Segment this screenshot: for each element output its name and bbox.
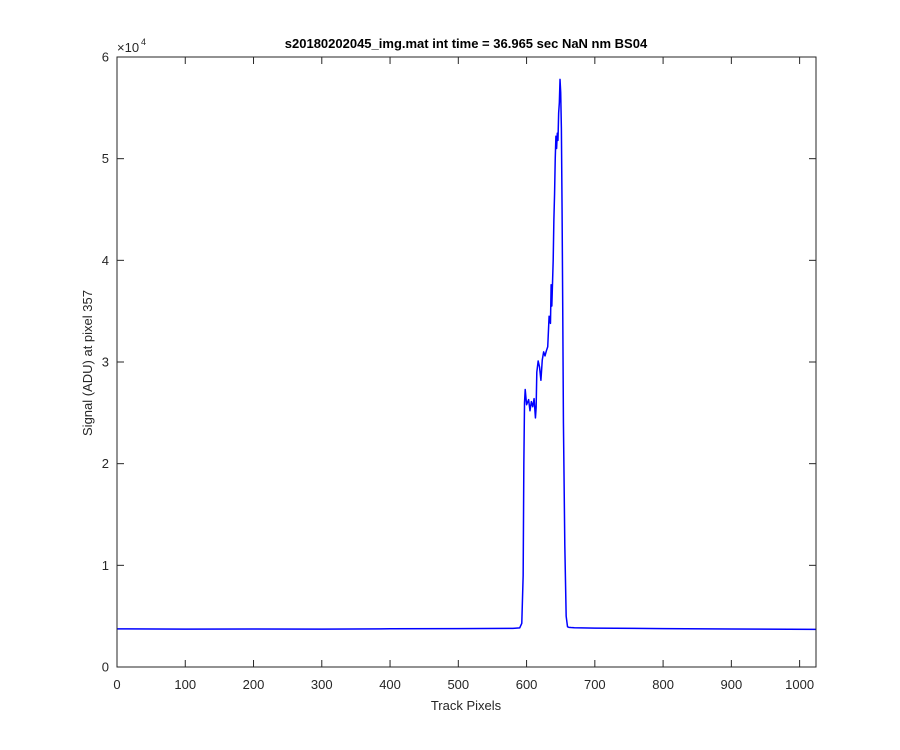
y-axis-exponent: ×10 4 [117,37,146,55]
series-line-0 [116,78,817,631]
x-tick-label: 1000 [785,677,814,692]
x-tick-label: 800 [652,677,674,692]
x-axis-label: Track Pixels [431,698,502,713]
y-axis-label: Signal (ADU) at pixel 357 [80,290,95,436]
y-tick-label: 2 [102,456,109,471]
y-tick-label: 5 [102,151,109,166]
x-tick-label: 300 [311,677,333,692]
x-tick-label: 200 [243,677,265,692]
x-tick-label: 600 [516,677,538,692]
y-tick-label: 1 [102,558,109,573]
y-axis-exponent-base: ×10 [117,40,139,55]
x-tick-label: 900 [721,677,743,692]
y-tick-label: 0 [102,660,109,675]
plot-area [116,78,817,631]
axes: 0 100 200 300 400 500 600 700 800 900 1000 0 1 2 3 4 5 6 [102,50,817,692]
y-axis-exponent-power: 4 [141,37,146,47]
x-tick-label: 400 [379,677,401,692]
y-tick-label: 4 [102,253,109,268]
chart-title: s20180202045_img.mat int time = 36.965 s… [285,36,648,51]
y-tick-label: 3 [102,355,109,370]
x-tick-label: 100 [174,677,196,692]
x-tick-label: 0 [113,677,120,692]
x-tick-label: 500 [447,677,469,692]
x-tick-label: 700 [584,677,606,692]
y-tick-label: 6 [102,50,109,65]
